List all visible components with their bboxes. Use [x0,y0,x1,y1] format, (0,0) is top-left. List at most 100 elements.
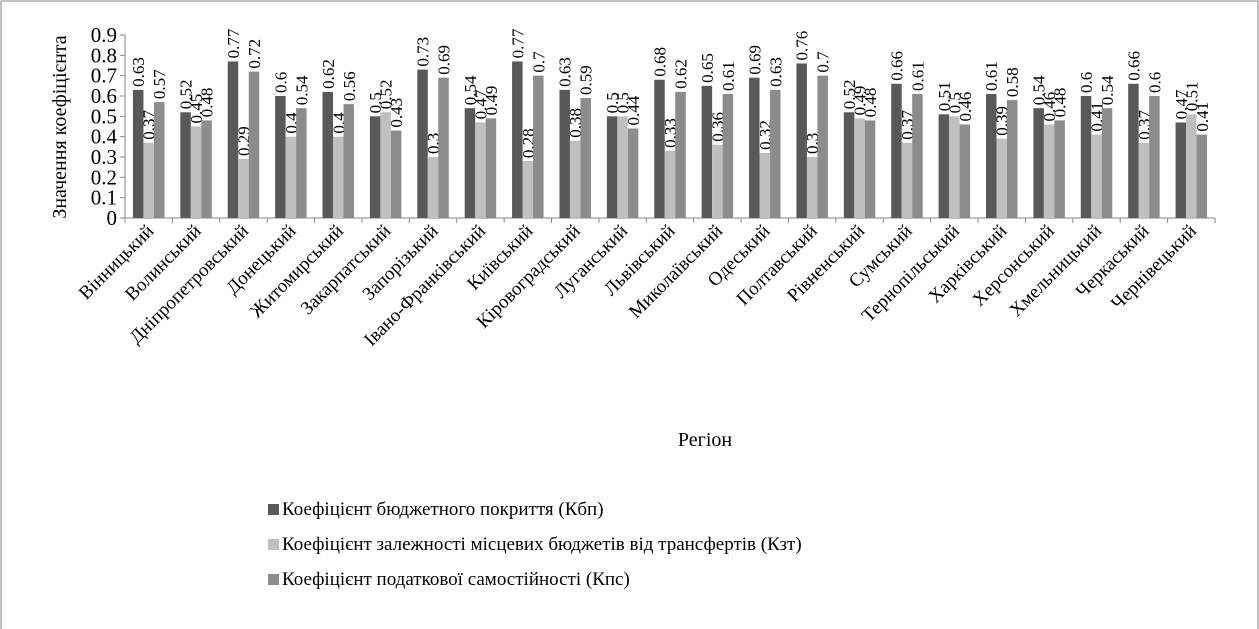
data-label: 0.57 [150,69,169,99]
bar [1149,96,1160,218]
bar [512,61,523,218]
data-label: 0.44 [624,95,643,125]
y-tick-label: 0.1 [91,186,117,210]
data-label: 0.7 [529,51,548,73]
bar [522,161,534,218]
data-label: 0.7 [814,51,833,73]
data-label: 0.47 [1172,89,1191,119]
bar [759,152,771,218]
data-label: 0.54 [1098,75,1117,105]
bar [1175,122,1187,218]
bar [959,124,971,218]
bar [817,75,828,219]
bar [1138,142,1150,218]
legend-label: Коефіцієнт бюджетного покриття (Кбп) [282,499,604,520]
bar [627,128,639,218]
bar [806,157,818,218]
data-label: 0.61 [982,61,1001,91]
bar [749,77,760,218]
bar [1128,83,1139,218]
data-label: 0.69 [435,45,454,75]
data-label: 0.63 [129,57,148,87]
bar [275,96,286,218]
data-label: 0.5 [945,92,964,113]
data-label: 0.51 [935,82,954,112]
bar [322,91,334,218]
bar [1006,100,1018,218]
y-axis-title: Значення коефіцієнта [49,35,71,218]
bar [996,138,1007,218]
bar [770,89,781,219]
bar [333,136,344,218]
bar [654,79,665,218]
bar [227,61,239,218]
data-label: 0.46 [1040,92,1059,122]
data-label: 0.48 [1051,88,1070,118]
legend-swatch [268,574,279,585]
data-label: 0.72 [245,39,264,69]
bar [864,120,876,218]
legend-swatch [268,504,279,515]
data-label: 0.63 [766,57,785,87]
data-label: 0.66 [1124,51,1143,81]
bar [369,116,381,218]
bar [201,120,212,218]
bar [843,112,855,218]
data-label: 0.6 [271,72,290,93]
bar [438,77,449,218]
bar [533,75,544,219]
data-label: 0.51 [1182,82,1201,112]
data-label: 0.56 [340,71,359,101]
data-label: 0.61 [719,61,738,91]
bar [796,63,807,218]
data-label: 0.43 [387,98,406,128]
bar [569,140,581,218]
bar [238,159,249,218]
data-label: 0.54 [461,75,480,105]
bar [296,108,307,218]
data-label: 0.5 [366,92,385,113]
data-label: 0.61 [908,61,927,91]
bar [722,93,734,218]
bar [712,144,723,218]
data-label: 0.69 [745,45,764,75]
bar [153,102,165,218]
y-tick-label: 0.5 [91,104,117,128]
bar [143,142,154,218]
bar [891,83,902,218]
bar [580,98,591,218]
data-label: 0.46 [956,92,975,122]
data-label: 0.76 [793,31,812,61]
bar [664,150,676,218]
bar [559,89,570,219]
data-label: 0.77 [508,28,527,58]
data-label: 0.54 [1030,75,1049,105]
data-label: 0.62 [672,59,691,89]
bar [485,118,497,218]
bar [901,142,913,218]
y-tick-label: 0 [107,206,118,230]
bar [854,118,865,218]
bar [248,71,260,218]
data-label: 0.49 [851,86,870,116]
bar [1101,108,1113,218]
bar [1186,114,1197,218]
bar [1054,120,1065,218]
bar [1043,124,1055,218]
data-label: 0.63 [556,57,575,87]
y-tick-label: 0.8 [91,43,117,67]
bar [285,136,297,218]
legend-label: Коефіцієнт залежності місцевих бюджетів … [282,534,802,555]
data-label: 0.5 [603,92,622,113]
legend-label: Коефіцієнт податкової самостійності (Кпс… [282,569,630,590]
data-label: 0.52 [177,80,196,110]
bar [912,93,923,218]
data-label: 0.59 [577,65,596,95]
data-label: 0.58 [1003,67,1022,97]
bar [617,116,628,218]
data-label: 0.6 [1077,72,1096,93]
x-axis-title: Регіон [678,429,732,451]
